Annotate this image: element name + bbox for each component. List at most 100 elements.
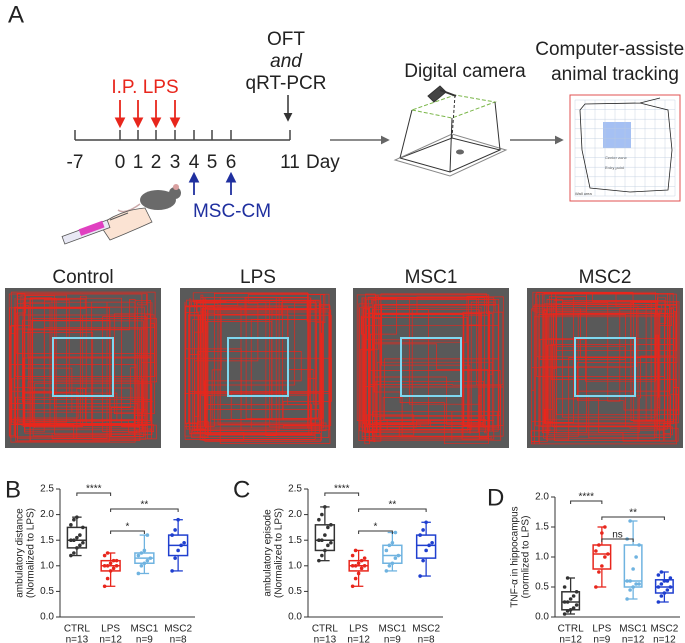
tracking-path (184, 292, 332, 444)
data-point (418, 574, 422, 578)
significance-bracket (358, 530, 393, 534)
data-point (600, 564, 604, 568)
data-point (317, 558, 321, 563)
data-point (72, 551, 76, 555)
tracking-label: LPS (240, 267, 276, 288)
data-point (182, 540, 186, 545)
significance-label: * (374, 522, 378, 533)
data-point (72, 517, 76, 522)
box (314, 524, 336, 552)
significance-bracket (110, 530, 145, 534)
data-point (323, 533, 327, 537)
data-point (387, 564, 392, 568)
center-zone (52, 337, 114, 397)
data-point (170, 569, 174, 573)
n-label: n=9 (384, 635, 401, 643)
data-point (359, 566, 364, 571)
y-axis-label: ambulatory distance (15, 508, 26, 598)
y-tick-label: 2.0 (535, 492, 549, 503)
data-point (628, 588, 632, 592)
data-point (170, 533, 174, 537)
data-point (105, 576, 110, 581)
data-point (78, 543, 82, 548)
data-point (393, 556, 398, 560)
data-point (634, 555, 638, 559)
data-point (111, 566, 116, 571)
endpoint-line: and (270, 51, 303, 72)
endpoint-line: qRT-PCR (246, 73, 327, 94)
data-point (665, 579, 670, 583)
treatment-label: I.P. LPS (111, 77, 178, 98)
y-tick-label: 1.0 (288, 560, 302, 571)
x-tick-label: MSC1 (619, 624, 647, 635)
data-point (668, 585, 673, 589)
day-label: 6 (226, 152, 237, 173)
data-point (668, 576, 673, 580)
data-point (350, 564, 355, 568)
data-point (145, 533, 150, 537)
tracking-images: Control LPS MSC1 MSC2 (5, 267, 683, 448)
y-axis-label: (Normalized to LPS) (26, 508, 37, 598)
y-tick-label: 1.0 (40, 560, 54, 571)
data-point (353, 576, 358, 581)
data-point (562, 612, 567, 616)
data-point (81, 540, 85, 545)
y-axis-label: TNF-α in hippocampus (510, 506, 521, 607)
data-point (136, 571, 141, 576)
data-point (111, 558, 116, 563)
n-label: n=9 (593, 635, 610, 643)
significance-label: **** (578, 492, 594, 503)
panel-letter: D (487, 484, 504, 511)
data-point (145, 558, 150, 563)
thumb-label: Wall area (575, 191, 593, 196)
data-point (631, 567, 635, 571)
data-point (628, 519, 632, 523)
data-point (75, 515, 79, 519)
data-point (421, 558, 425, 563)
data-point (359, 558, 364, 563)
tracking-thumbnail: Center zone Entry point Wall area (569, 94, 681, 202)
data-point (114, 564, 119, 568)
data-point (393, 530, 398, 535)
y-tick-label: 1.5 (40, 535, 54, 546)
tracking-label: Control (52, 267, 113, 288)
data-point (362, 564, 367, 568)
x-tick-label: LPS (592, 624, 611, 635)
y-tick-label: 1.5 (535, 522, 549, 533)
day-label: -7 (67, 152, 84, 173)
data-point (105, 564, 110, 568)
center-zone (227, 337, 289, 397)
data-point (173, 528, 177, 532)
data-point (142, 561, 147, 566)
significance-label: **** (86, 484, 102, 495)
data-point (656, 573, 661, 577)
injection-label: MSC-CM (193, 201, 271, 222)
data-point (387, 543, 392, 548)
data-point (81, 525, 85, 530)
data-point (317, 538, 321, 542)
y-tick-label: 0.5 (288, 586, 302, 597)
data-point (571, 594, 576, 598)
significance-bracket (601, 538, 634, 542)
y-tick-label: 2.0 (40, 509, 54, 520)
box (415, 534, 437, 559)
data-point (78, 533, 82, 537)
tracking-title: animal tracking (551, 64, 679, 85)
thumb-track (579, 97, 673, 193)
data-point (600, 531, 604, 535)
data-point (353, 548, 358, 553)
significance-label: **** (334, 484, 350, 495)
data-point (69, 553, 73, 558)
data-point (329, 523, 333, 527)
data-point (594, 549, 598, 553)
y-tick-label: 2.5 (40, 484, 54, 495)
data-point (571, 606, 576, 610)
data-point (142, 548, 147, 553)
x-tick-label: MSC2 (164, 624, 192, 635)
data-point (659, 570, 664, 574)
data-point (356, 571, 361, 576)
data-point (69, 538, 73, 542)
data-point (320, 512, 324, 517)
data-point (176, 548, 180, 553)
